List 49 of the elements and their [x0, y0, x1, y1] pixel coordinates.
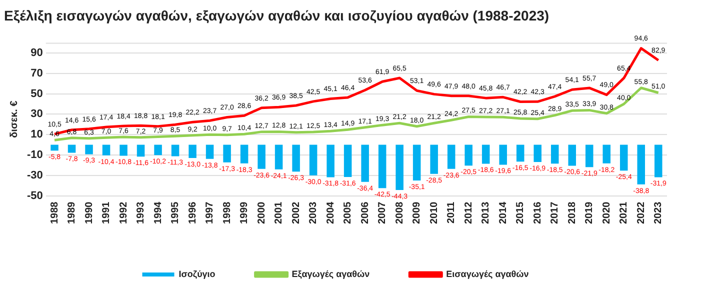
x-tick-label: 2010: [428, 201, 440, 224]
x-tick-label: 2000: [256, 201, 268, 224]
x-tick-label: 2005: [342, 201, 354, 224]
x-tick-label: 2022: [636, 201, 647, 224]
y-axis-title: δισεκ. €: [8, 100, 20, 138]
x-tick-label: 1991: [101, 201, 112, 224]
legend-label: Εξαγωγές αγαθών: [292, 268, 370, 279]
x-tick-label: 2019: [584, 201, 596, 224]
x-tick-label: 2012: [463, 201, 474, 224]
y-tick-label: -30: [26, 169, 43, 182]
x-tick-label: 1997: [204, 201, 216, 224]
y-tick-label: 90: [30, 47, 43, 60]
x-tick-label: 1998: [222, 201, 233, 224]
y-tick-label: -10: [26, 148, 43, 161]
x-tick-label: 2001: [274, 201, 285, 224]
x-tick-label: 2003: [308, 201, 320, 224]
x-tick-label: 2021: [618, 201, 630, 224]
x-tick-label: 1994: [152, 201, 164, 224]
y-tick-label: 30: [30, 108, 43, 120]
y-tick-label: 10: [30, 128, 43, 141]
y-tick-label: 70: [30, 67, 43, 80]
x-tick-label: 1992: [118, 201, 130, 224]
x-tick-label: 2018: [566, 201, 578, 224]
x-tick-label: 2015: [515, 201, 526, 224]
x-tick-label: 2009: [412, 201, 423, 224]
x-tick-label: 2023: [653, 201, 664, 224]
x-tick-label: 1993: [136, 201, 147, 224]
chart-title: Εξέλιξη εισαγωγών αγαθών, εξαγωγών αγαθών και ισοζυγίου αγαθών (1988-2023): [4, 7, 550, 24]
x-tick-label: 2004: [325, 201, 336, 224]
x-tick-label: 2002: [290, 201, 302, 224]
x-tick-label: 2020: [601, 201, 612, 224]
x-tick-label: 2016: [532, 201, 544, 224]
legend-label: Ισοζύγιο: [178, 268, 216, 279]
x-tick-label: 1989: [66, 201, 78, 224]
x-tick-label: 2017: [550, 201, 561, 224]
x-tick-label: 2007: [377, 201, 388, 224]
x-tick-label: 1995: [170, 201, 182, 224]
x-tick-label: 1999: [239, 201, 250, 224]
y-tick-label: 50: [30, 88, 43, 100]
x-tick-label: 2014: [498, 201, 509, 224]
x-tick-label: 2008: [394, 201, 406, 224]
x-tick-label: 2006: [360, 201, 371, 224]
x-tick-label: 2013: [480, 201, 492, 224]
y-tick-label: -50: [26, 190, 43, 202]
legend-label: Εισαγωγές αγαθών: [446, 268, 529, 279]
x-tick-label: 1996: [187, 201, 198, 224]
x-tick-label: 1990: [84, 201, 95, 224]
x-tick-label: 1988: [49, 201, 60, 224]
x-tick-label: 2011: [446, 201, 458, 224]
